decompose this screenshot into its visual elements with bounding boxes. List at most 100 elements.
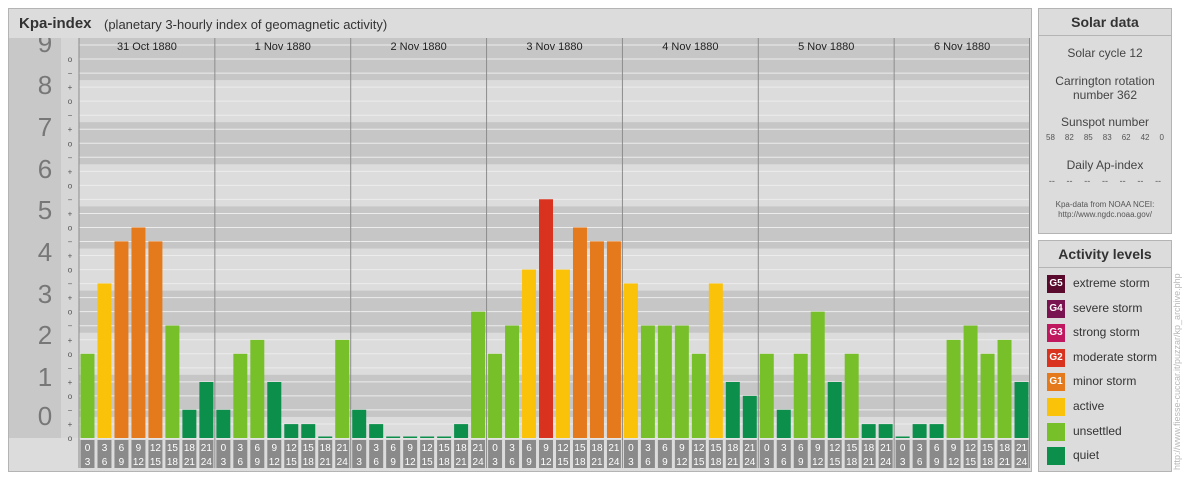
- hour-end-label: 6: [102, 457, 108, 468]
- watermark: http://www.fiesse-cuccar.it/puzzar/kp_ar…: [1172, 273, 1182, 470]
- hour-end-label: 9: [934, 457, 940, 468]
- legend-swatch: G1: [1047, 373, 1065, 392]
- day-date-label: 5 Nov 1880: [798, 41, 854, 53]
- y-sub-tick-label: −: [68, 153, 73, 162]
- y-sub-tick-label: +: [68, 336, 73, 345]
- hour-cell: [267, 440, 282, 468]
- kp-bar: [657, 325, 672, 438]
- kp-bar: [386, 436, 401, 438]
- kp-bar: [895, 436, 910, 438]
- legend-label: extreme storm: [1073, 276, 1150, 290]
- hour-cell: [895, 440, 910, 468]
- source-line-1: Kpa-data from NOAA NCEI:: [1055, 200, 1155, 209]
- y-level-label: 2: [38, 320, 52, 350]
- kpa-chart-panel: Kpa-index (planetary 3-hourly index of g…: [8, 8, 1032, 472]
- hour-cell: [420, 440, 435, 468]
- hour-cell: [742, 440, 757, 468]
- hour-end-label: 21: [863, 457, 875, 468]
- hour-start-label: 12: [150, 443, 162, 454]
- hour-cell: [606, 440, 621, 468]
- hour-start-label: 9: [679, 443, 685, 454]
- hour-end-label: 15: [557, 457, 569, 468]
- legend-label: active: [1073, 399, 1105, 413]
- legend-label: unsettled: [1073, 423, 1122, 438]
- hour-start-label: 15: [439, 443, 451, 454]
- hour-end-label: 3: [85, 457, 91, 468]
- hour-start-label: 6: [390, 443, 396, 454]
- kp-bar: [403, 436, 418, 438]
- solar-cycle: Solar cycle 12: [1067, 46, 1143, 60]
- hour-start-label: 3: [373, 443, 379, 454]
- sunspot-value: 82: [1064, 133, 1074, 142]
- hour-end-label: 18: [574, 457, 586, 468]
- ap-value: --: [1137, 176, 1144, 186]
- hour-cell: [301, 440, 316, 468]
- kp-bar: [827, 382, 842, 438]
- sunspot-value: 58: [1046, 133, 1055, 142]
- y-level-label: 0: [38, 401, 52, 431]
- kp-bar: [674, 325, 689, 438]
- y-level-label: 7: [38, 112, 52, 142]
- hour-end-label: 3: [221, 457, 227, 468]
- day-date-label: 6 Nov 1880: [934, 41, 990, 53]
- hour-cell: [539, 440, 553, 468]
- kp-bar: [946, 339, 961, 438]
- hour-start-label: 21: [337, 443, 349, 454]
- hour-end-label: 18: [303, 457, 315, 468]
- kp-bar: [623, 283, 638, 438]
- hour-end-label: 12: [948, 457, 960, 468]
- kp-bar: [454, 424, 469, 438]
- hour-start-label: 3: [645, 443, 651, 454]
- hour-start-label: 18: [320, 443, 332, 454]
- y-sub-tick-label: −: [68, 322, 73, 331]
- y-sub-tick-label: +: [68, 167, 73, 176]
- ap-value: --: [1066, 176, 1073, 186]
- hour-cell: [114, 440, 129, 468]
- hour-end-label: 3: [628, 457, 634, 468]
- hour-end-label: 18: [982, 457, 994, 468]
- hour-cell: [725, 440, 740, 468]
- ap-value: --: [1101, 176, 1108, 186]
- hour-start-label: 6: [119, 443, 125, 454]
- kp-bar: [488, 353, 503, 438]
- sunspot-values: 58 82 85 83 62 42 0: [1039, 133, 1171, 142]
- hour-end-label: 12: [676, 457, 688, 468]
- hour-cell: [861, 440, 876, 468]
- hour-cell: [386, 440, 401, 468]
- ap-value: --: [1119, 176, 1126, 186]
- hour-cell: [233, 440, 248, 468]
- hour-end-label: 15: [286, 457, 298, 468]
- ap-value: --: [1084, 176, 1091, 186]
- hour-end-label: 24: [744, 457, 756, 468]
- hour-end-label: 15: [693, 457, 705, 468]
- kp-bar: [318, 436, 333, 438]
- y-sub-tick-label: o: [68, 350, 73, 359]
- hour-start-label: 18: [591, 443, 603, 454]
- hour-start-label: 6: [662, 443, 668, 454]
- hour-cell: [131, 440, 146, 468]
- hour-cell: [505, 440, 520, 468]
- y-level-label: 8: [38, 70, 52, 100]
- y-level-label: 9: [38, 38, 52, 58]
- kp-bar: [369, 424, 384, 438]
- y-sub-tick-label: o: [68, 308, 73, 317]
- y-sub-tick-label: −: [68, 280, 73, 289]
- kp-bar: [199, 382, 214, 438]
- kp-bar: [267, 382, 282, 438]
- hour-cell: [997, 440, 1012, 468]
- hour-start-label: 15: [710, 443, 722, 454]
- source-link[interactable]: http://www.ngdc.noaa.gov/: [1058, 210, 1152, 219]
- hour-end-label: 6: [645, 457, 651, 468]
- legend-swatch: [1047, 398, 1065, 416]
- hour-cell: [216, 440, 231, 468]
- y-sub-tick-label: o: [68, 55, 73, 64]
- kp-bar: [97, 283, 112, 438]
- day-date-label: 31 Oct 1880: [117, 41, 177, 53]
- hour-cell: [623, 440, 638, 468]
- kp-bar: [522, 269, 537, 438]
- hour-end-label: 6: [917, 457, 923, 468]
- hour-end-label: 9: [390, 457, 396, 468]
- kp-bar: [589, 241, 604, 438]
- kp-bar: [572, 227, 587, 438]
- legend-label: strong storm: [1073, 325, 1140, 340]
